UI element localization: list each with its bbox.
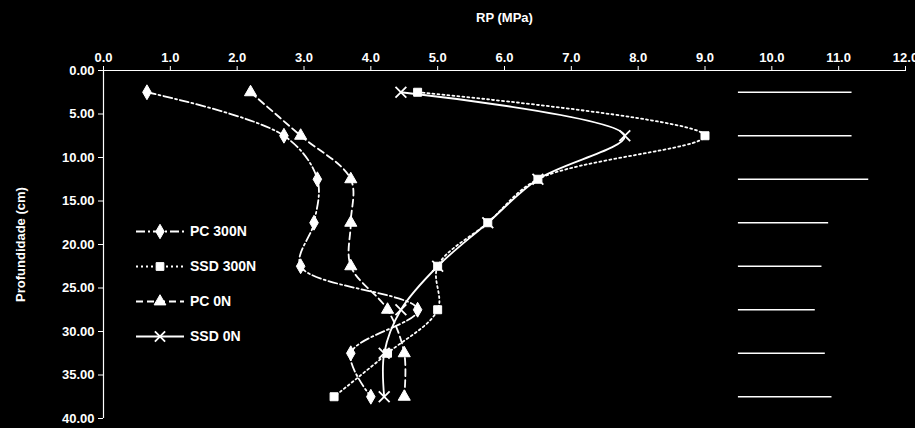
svg-text:15.00: 15.00	[62, 193, 95, 208]
svg-text:5.0: 5.0	[429, 50, 447, 65]
svg-text:SSD 300N: SSD 300N	[190, 258, 256, 274]
svg-text:3.0: 3.0	[295, 50, 313, 65]
svg-text:2.0: 2.0	[228, 50, 246, 65]
svg-text:40.00: 40.00	[62, 411, 95, 426]
svg-text:11.0: 11.0	[826, 50, 851, 65]
svg-text:9.0: 9.0	[696, 50, 714, 65]
svg-text:30.00: 30.00	[62, 324, 95, 339]
svg-text:PC 300N: PC 300N	[190, 223, 247, 239]
svg-text:0.00: 0.00	[69, 63, 94, 78]
svg-text:PC 0N: PC 0N	[190, 293, 231, 309]
svg-text:1.0: 1.0	[161, 50, 179, 65]
svg-text:35.00: 35.00	[62, 367, 95, 382]
svg-text:25.00: 25.00	[62, 280, 95, 295]
svg-text:Profundidade (cm): Profundidade (cm)	[13, 187, 28, 302]
svg-text:6.0: 6.0	[495, 50, 513, 65]
svg-text:10.0: 10.0	[759, 50, 784, 65]
svg-text:SSD 0N: SSD 0N	[190, 328, 241, 344]
svg-text:10.00: 10.00	[62, 150, 95, 165]
svg-text:12.0: 12.0	[893, 50, 915, 65]
svg-text:20.00: 20.00	[62, 237, 95, 252]
svg-text:7.0: 7.0	[562, 50, 580, 65]
svg-text:0.0: 0.0	[94, 50, 112, 65]
svg-text:RP (MPa): RP (MPa)	[476, 10, 533, 25]
svg-text:8.0: 8.0	[629, 50, 647, 65]
svg-text:5.00: 5.00	[69, 106, 94, 121]
svg-text:4.0: 4.0	[362, 50, 380, 65]
